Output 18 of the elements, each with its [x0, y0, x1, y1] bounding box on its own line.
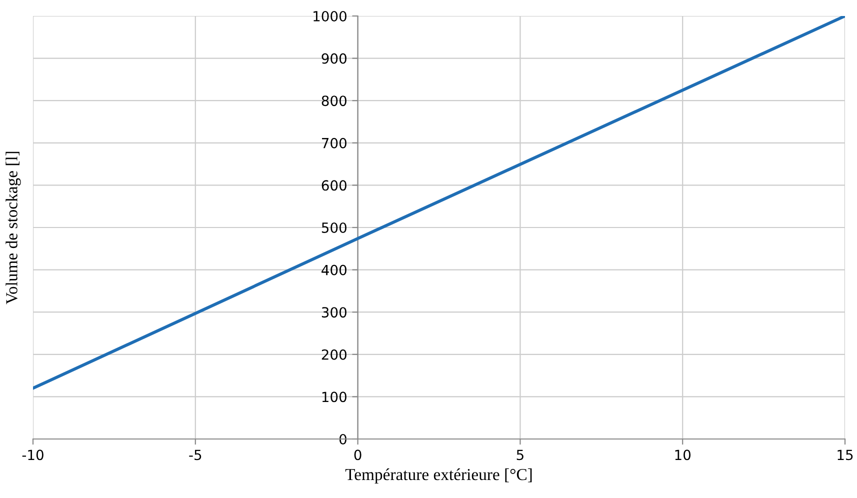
y-axis-title: Volume de stockage [l]: [6, 152, 21, 304]
y-tick-label: 1000: [314, 10, 346, 22]
y-tick-label: 600: [322, 180, 346, 191]
x-tick-label: 0: [354, 450, 362, 460]
y-tick-label: 500: [322, 222, 346, 233]
y-tick-label: 200: [322, 349, 346, 360]
x-axis-title: Température extérieure [°C]: [345, 468, 532, 484]
y-tick-label: 100: [322, 392, 346, 402]
x-tick-label: -5: [189, 450, 202, 460]
y-tick-label: 900: [322, 53, 346, 64]
x-tick-label: -10: [22, 450, 44, 460]
y-tick-label: 400: [322, 264, 346, 276]
x-tick-label: 10: [675, 450, 691, 460]
y-tick-label: 300: [322, 307, 346, 318]
x-tick-label: 5: [516, 450, 524, 460]
x-tick-label: 15: [838, 450, 853, 460]
y-tick-label: 800: [322, 96, 346, 106]
y-tick-label: 700: [322, 138, 346, 148]
